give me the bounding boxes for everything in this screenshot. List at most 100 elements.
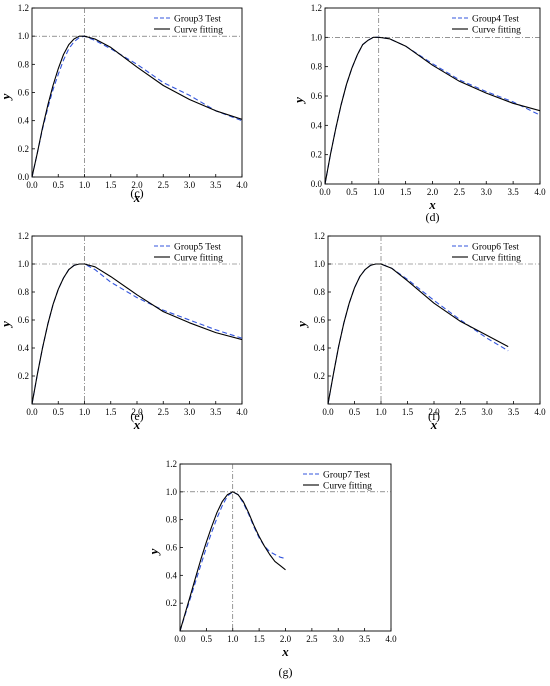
y-tick-label: 0.6 <box>18 88 30 98</box>
legend-label: Curve fitting <box>472 25 521 36</box>
x-tick-label: 1.5 <box>402 407 414 417</box>
x-tick-label: 1.0 <box>373 187 385 197</box>
y-tick-label: 0.0 <box>311 179 323 189</box>
panel-caption: (f) <box>428 409 440 423</box>
y-tick-label: 1.2 <box>166 459 177 469</box>
x-tick-label: 2.0 <box>427 187 439 197</box>
y-tick-label: 1.2 <box>311 3 322 13</box>
series-line-fit <box>32 263 242 404</box>
panel-c: 0.0 0.5 1.0 1.5 2.0 2.5 3.0 3.5 4.0 0.0 0.2 0.4 0.6 0… <box>0 3 248 205</box>
x-tick-label: 0.5 <box>201 634 213 644</box>
series-line-test <box>325 36 540 184</box>
x-tick-label: 0.5 <box>349 407 361 417</box>
panel-caption: (c) <box>130 186 143 200</box>
y-tick-label: 1.2 <box>18 3 29 13</box>
x-tick-label: 1.5 <box>105 180 117 190</box>
x-tick-label: 0.5 <box>53 180 65 190</box>
x-tick-label: 1.0 <box>375 407 387 417</box>
x-tick-label: 4.0 <box>385 634 397 644</box>
legend-label: Curve fitting <box>323 481 372 492</box>
x-tick-label: 0.0 <box>319 187 331 197</box>
y-tick-label: 0.8 <box>314 287 326 297</box>
panel-d: 0.0 0.5 1.0 1.5 2.0 2.5 3.0 3.5 4.0 0.0 0.2 0.4 0.6 0… <box>291 3 546 224</box>
legend-label: Group4 Test <box>472 15 519 25</box>
y-tick-label: 0.4 <box>18 343 30 353</box>
series-line-test <box>32 263 242 404</box>
y-tick-label: 1.0 <box>18 31 30 41</box>
y-axis-label: y <box>294 321 309 329</box>
y-tick-label: 0.8 <box>166 515 178 525</box>
y-tick-label: 0.4 <box>311 120 323 130</box>
x-tick-label: 1.0 <box>79 407 91 417</box>
x-tick-label: 3.0 <box>184 407 196 417</box>
x-tick-label: 2.0 <box>131 180 143 190</box>
y-tick-label: 0.6 <box>166 543 178 553</box>
y-tick-label: 0.4 <box>314 343 326 353</box>
x-tick-label: 1.5 <box>400 187 412 197</box>
y-tick-label: 0.0 <box>18 172 30 182</box>
y-tick-label: 0.2 <box>311 150 322 160</box>
x-tick-label: 2.0 <box>280 634 292 644</box>
x-tick-label: 2.5 <box>454 187 466 197</box>
x-tick-label: 3.5 <box>508 407 520 417</box>
y-tick-label: 0.8 <box>18 287 30 297</box>
x-tick-label: 2.5 <box>158 407 170 417</box>
x-tick-label: 4.0 <box>534 407 546 417</box>
panel-caption: (e) <box>130 409 143 423</box>
x-tick-label: 3.5 <box>210 180 222 190</box>
y-tick-label: 1.2 <box>18 231 29 241</box>
x-tick-label: 0.5 <box>346 187 358 197</box>
x-tick-label: 3.5 <box>508 187 520 197</box>
x-tick-label: 3.0 <box>481 407 493 417</box>
y-tick-label: 1.2 <box>314 231 325 241</box>
x-tick-label: 1.5 <box>105 407 117 417</box>
x-tick-label: 3.5 <box>359 634 371 644</box>
y-axis-label: y <box>291 97 306 105</box>
x-tick-label: 0.0 <box>26 180 38 190</box>
y-tick-label: 0.2 <box>166 598 177 608</box>
x-axis-label: x <box>430 417 438 432</box>
y-axis-label: y <box>0 321 13 329</box>
x-tick-label: 0.0 <box>26 407 38 417</box>
x-tick-label: 2.0 <box>428 407 440 417</box>
series-line-fit <box>32 35 242 177</box>
series-line-test <box>328 263 509 404</box>
x-axis-label: x <box>281 644 289 659</box>
legend-label: Curve fitting <box>174 253 223 264</box>
y-tick-label: 0.8 <box>18 59 30 69</box>
legend-label: Group3 Test <box>174 15 221 25</box>
series-line-fit <box>180 491 286 631</box>
x-tick-label: 2.5 <box>158 180 170 190</box>
x-tick-label: 1.5 <box>254 634 266 644</box>
y-tick-label: 0.2 <box>314 371 325 381</box>
legend-label: Curve fitting <box>174 25 223 36</box>
panel-caption: (d) <box>426 210 440 224</box>
legend-label: Group6 Test <box>472 243 519 253</box>
y-tick-label: 1.0 <box>166 487 178 497</box>
y-tick-label: 0.6 <box>314 315 326 325</box>
y-tick-label: 0.2 <box>18 371 29 381</box>
legend-label: Curve fitting <box>472 253 521 264</box>
series-line-fit <box>325 36 540 184</box>
series-line-test <box>32 35 242 177</box>
x-tick-label: 4.0 <box>236 180 248 190</box>
x-tick-label: 0.0 <box>322 407 334 417</box>
y-axis-label: y <box>0 93 13 101</box>
x-tick-label: 2.0 <box>131 407 143 417</box>
legend-label: Group5 Test <box>174 243 221 253</box>
y-tick-label: 0.4 <box>18 116 30 126</box>
x-tick-label: 3.0 <box>481 187 493 197</box>
y-tick-label: 0.8 <box>311 62 323 72</box>
x-axis-label: x <box>428 197 436 212</box>
panel-caption: (g) <box>279 665 293 679</box>
panel-g: 0.0 0.5 1.0 1.5 2.0 2.5 3.0 3.5 4.0 0.2 0.4 0.6 0.8 1… <box>146 459 397 679</box>
x-tick-label: 4.0 <box>534 187 546 197</box>
x-tick-label: 0.5 <box>53 407 65 417</box>
x-tick-label: 4.0 <box>236 407 248 417</box>
x-axis-label: x <box>133 190 141 205</box>
series-line-fit <box>328 263 509 404</box>
x-tick-label: 1.0 <box>79 180 91 190</box>
y-tick-label: 0.6 <box>18 315 30 325</box>
y-tick-label: 1.0 <box>314 259 326 269</box>
